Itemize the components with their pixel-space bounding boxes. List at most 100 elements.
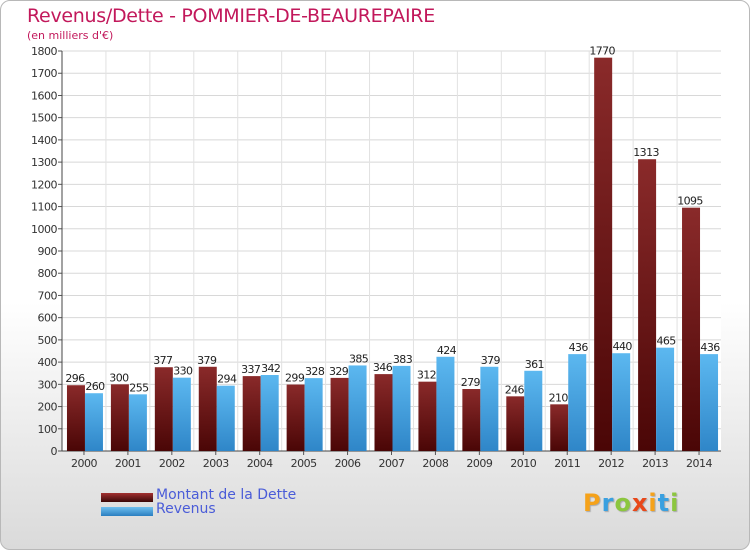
bar-debt	[198, 366, 217, 451]
x-tick-label: 2012	[598, 457, 624, 470]
y-tick-label: 1800	[31, 45, 57, 58]
bar-debt	[594, 57, 613, 452]
x-tick-label: 2005	[291, 457, 317, 470]
bar-debt	[506, 396, 525, 451]
bar-revenue	[128, 394, 147, 451]
bar-debt	[418, 381, 437, 451]
data-label-debt: 337	[241, 363, 261, 376]
data-label-revenue: 383	[393, 353, 413, 366]
legend-label-revenue: Revenus	[156, 501, 216, 517]
y-tick-label: 1000	[31, 223, 57, 236]
bar-revenue	[260, 375, 279, 451]
data-label-revenue: 342	[261, 362, 280, 375]
y-tick-label: 1400	[31, 134, 57, 147]
data-label-debt: 1095	[677, 195, 703, 208]
bar-debt	[462, 389, 481, 451]
bar-debt	[550, 404, 569, 451]
bar-debt	[638, 159, 657, 451]
data-label-debt: 312	[417, 369, 436, 382]
bar-revenue	[216, 385, 235, 451]
bar-revenue	[84, 393, 103, 451]
y-tick-label: 100	[38, 423, 58, 436]
y-tick-label: 500	[38, 334, 58, 347]
y-tick-label: 1600	[31, 89, 57, 102]
bar-revenue	[348, 365, 367, 451]
bar-debt	[110, 384, 129, 451]
bar-debt	[154, 367, 173, 451]
data-label-revenue: 255	[129, 381, 149, 394]
data-label-debt: 1313	[633, 146, 659, 159]
data-label-revenue: 379	[481, 354, 501, 367]
x-tick-label: 2006	[335, 457, 361, 470]
y-tick-label: 1700	[31, 67, 57, 80]
data-label-revenue: 436	[569, 341, 589, 354]
legend-swatch-revenue	[101, 507, 153, 516]
bar-debt	[286, 384, 305, 451]
data-label-revenue: 294	[217, 373, 237, 386]
x-tick-label: 2009	[466, 457, 492, 470]
data-label-debt: 346	[373, 361, 393, 374]
bar-revenue	[700, 354, 719, 451]
x-tick-label: 2008	[422, 457, 448, 470]
bar-revenue	[480, 366, 499, 451]
legend-label-debt: Montant de la Dette	[156, 487, 297, 503]
data-label-revenue: 424	[437, 344, 457, 357]
y-tick-label: 1300	[31, 156, 57, 169]
data-label-debt: 279	[461, 376, 481, 389]
x-tick-label: 2007	[379, 457, 405, 470]
chart-title: Revenus/Dette - POMMIER-DE-BEAUREPAIRE	[27, 5, 435, 27]
x-tick-label: 2002	[159, 457, 185, 470]
x-tick-label: 2011	[554, 457, 580, 470]
data-label-debt: 246	[505, 383, 525, 396]
data-label-debt: 377	[153, 354, 173, 367]
data-label-revenue: 260	[85, 380, 105, 393]
x-tick-label: 2010	[510, 457, 536, 470]
bar-revenue	[524, 370, 543, 451]
y-tick-label: 300	[38, 378, 58, 391]
bar-debt	[66, 385, 85, 451]
proxiti-logo: Proxiti	[583, 489, 680, 517]
bar-revenue	[568, 354, 587, 451]
y-tick-label: 700	[38, 289, 58, 302]
legend-swatch-debt	[101, 493, 153, 502]
data-label-debt: 329	[329, 365, 349, 378]
x-tick-label: 2003	[203, 457, 229, 470]
y-tick-label: 900	[38, 245, 58, 258]
y-tick-label: 1200	[31, 178, 57, 191]
y-tick-label: 200	[38, 401, 58, 414]
y-tick-label: 800	[38, 267, 58, 280]
y-tick-label: 600	[38, 312, 58, 325]
y-tick-label: 1500	[31, 112, 57, 125]
chart-subtitle: (en milliers d'€)	[27, 29, 114, 42]
bar-revenue	[172, 377, 191, 451]
data-label-debt: 210	[549, 391, 569, 404]
bar-debt	[330, 377, 349, 451]
data-label-debt: 379	[197, 354, 217, 367]
bar-revenue	[392, 365, 411, 451]
data-label-revenue: 330	[173, 365, 193, 378]
data-label-debt: 1770	[589, 45, 615, 58]
bar-debt	[242, 376, 261, 451]
data-label-revenue: 436	[700, 341, 720, 354]
bar-debt	[374, 374, 393, 451]
bar-revenue	[304, 378, 323, 451]
bar-revenue	[612, 353, 631, 451]
data-label-revenue: 385	[349, 352, 369, 365]
data-label-revenue: 465	[656, 335, 676, 348]
data-label-revenue: 440	[613, 340, 633, 353]
bar-debt	[682, 207, 701, 451]
data-label-debt: 300	[109, 371, 129, 384]
data-label-debt: 296	[65, 372, 85, 385]
x-tick-label: 2013	[642, 457, 668, 470]
bar-revenue	[656, 347, 675, 451]
data-label-revenue: 361	[525, 358, 544, 371]
y-tick-label: 0	[51, 445, 58, 458]
x-tick-label: 2001	[115, 457, 141, 470]
y-tick-label: 1100	[31, 201, 57, 214]
x-tick-label: 2014	[686, 457, 712, 470]
y-tick-label: 400	[38, 356, 58, 369]
x-tick-label: 2004	[247, 457, 273, 470]
x-tick-label: 2000	[71, 457, 97, 470]
